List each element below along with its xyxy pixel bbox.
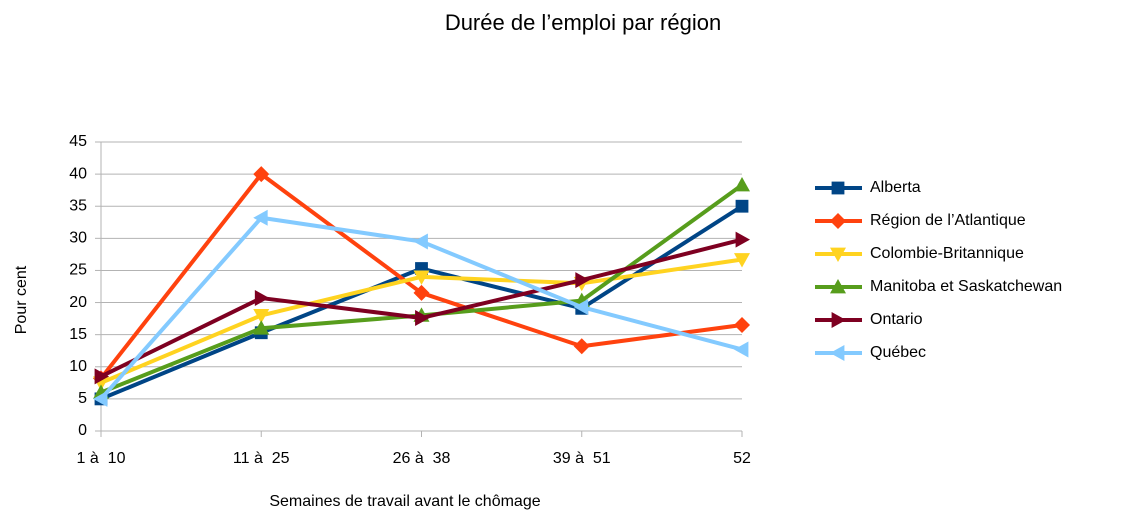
marker [253,309,270,324]
y-tick-label: 40 [69,165,87,182]
legend-marker [830,213,846,229]
y-tick-label: 35 [69,197,87,214]
chart-title: Durée de l’emploi par région [445,10,721,35]
marker [735,199,749,213]
legend-marker [830,247,846,262]
x-tick-label: 26 à 38 [393,450,451,467]
y-tick-label: 0 [78,422,87,439]
marker [734,177,750,192]
legend-marker [830,345,845,361]
marker [253,320,270,335]
marker [93,390,108,407]
y-tick-label: 15 [69,326,87,343]
x-axis-label: Semaines de travail avant le chômage [269,493,540,510]
marker [253,166,270,183]
legend-label: Alberta [870,179,921,196]
legend-label: Manitoba et Saskatchewan [870,278,1062,295]
legend-marker [831,181,845,195]
x-tick-label: 11 à 25 [233,450,290,467]
y-tick-label: 45 [69,133,87,150]
legend-label: Québec [870,344,926,361]
marker [94,368,109,385]
marker [413,270,430,285]
legend-label: Colombie-Britannique [870,245,1024,262]
y-tick-label: 5 [78,390,87,407]
marker [253,209,268,226]
marker [413,233,428,250]
y-tick-label: 10 [69,358,87,375]
legend-marker [831,312,846,328]
x-tick-label: 39 à 51 [553,450,611,467]
marker [415,309,430,326]
marker [573,338,590,355]
x-tick-label: 1 à 10 [77,450,126,467]
y-axis-label: Pour cent [13,265,30,334]
marker [735,231,750,248]
marker [734,317,750,334]
marker [734,253,750,268]
legend-label: Région de l’Atlantique [870,212,1026,229]
y-tick-label: 30 [69,230,87,247]
legend-label: Ontario [870,311,923,328]
x-tick-label: 52 [733,450,751,467]
marker [413,284,430,301]
y-tick-label: 20 [69,294,87,311]
marker [575,272,590,289]
marker [573,299,589,316]
y-tick-label: 25 [69,262,87,279]
marker [254,290,270,307]
legend-marker [830,279,846,294]
marker [734,341,749,358]
